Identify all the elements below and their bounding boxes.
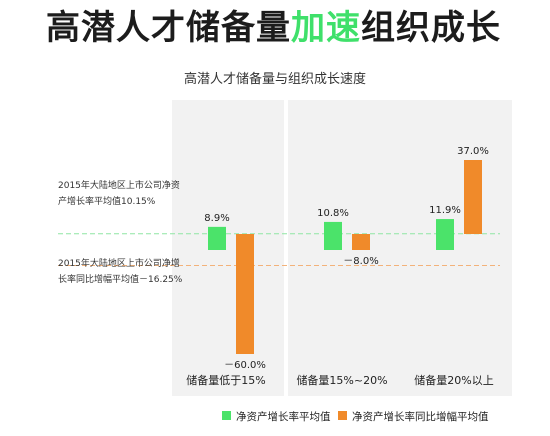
chart-title: 高潜人才储备量与组织成长速度 [184,71,366,87]
category-panel-3 [400,100,512,396]
bar-green-2 [324,221,342,250]
legend-swatch-1 [222,411,231,420]
headline-part-1: 高潜人才储备量 [46,8,291,48]
headline-accent: 加速 [291,8,361,48]
data-label-green-3: 11.9% [429,205,461,216]
legend-label-1: 净资产增长率平均值 [236,410,331,423]
legend-swatch-2 [338,411,347,420]
annotation-roe-average: 2015年大陆地区上市公司净资产增长率平均值10.15% [58,181,180,207]
data-label-green-2: 10.8% [317,208,349,219]
headline: 高潜人才储备量加速组织成长 [46,6,501,50]
data-label-orange-1: －60.0% [224,360,266,371]
category-label-3: 储备量20%以上 [414,373,493,387]
bar-orange-3 [464,160,482,234]
annotation-growth-average: 2015年大陆地区上市公司净增长率同比增幅平均值－16.25% [58,259,183,285]
data-label-orange-2: －8.0% [343,256,378,267]
category-panel-2 [288,100,400,396]
data-label-orange-3: 37.0% [457,146,489,157]
bar-orange-1 [236,234,254,354]
legend-label-2: 净资产增长率同比增幅平均值 [352,410,489,423]
data-label-green-1: 8.9% [204,213,229,224]
bar-green-1 [208,226,226,250]
category-label-1: 储备量低于15% [186,373,265,387]
bar-orange-2 [352,234,370,250]
headline-part-3: 组织成长 [361,8,501,48]
category-label-2: 储备量15%~20% [296,373,387,387]
category-panel-1 [172,100,284,396]
bar-green-3 [436,219,454,250]
